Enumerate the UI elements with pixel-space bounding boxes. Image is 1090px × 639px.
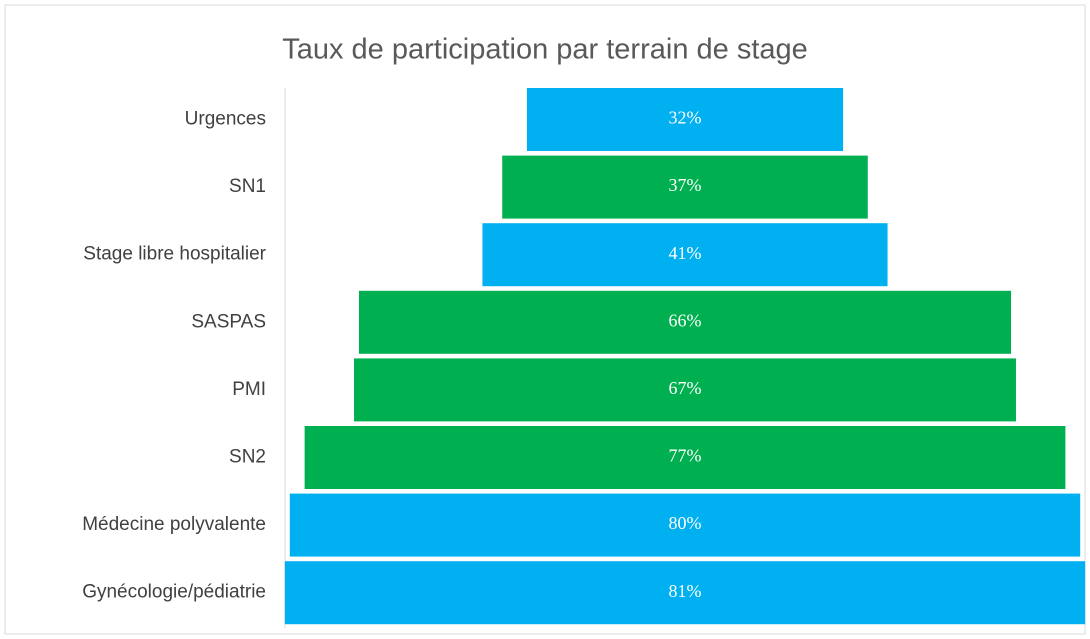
bar xyxy=(284,561,1086,625)
category-label: Stage libre hospitalier xyxy=(83,244,266,265)
value-label: 32% xyxy=(669,108,702,128)
bar xyxy=(526,88,844,151)
bar xyxy=(304,426,1066,489)
value-label: 67% xyxy=(669,378,702,398)
bar xyxy=(354,358,1016,422)
value-label: 37% xyxy=(669,175,702,195)
category-label: Urgences xyxy=(185,109,266,130)
category-label: SASPAS xyxy=(191,311,266,332)
category-label: SN1 xyxy=(229,176,266,197)
bar xyxy=(358,290,1012,354)
bar xyxy=(502,155,868,219)
category-label: Gynécologie/pédiatrie xyxy=(82,582,266,603)
category-label: PMI xyxy=(232,379,266,400)
value-label: 77% xyxy=(669,446,702,466)
value-label: 41% xyxy=(669,243,702,263)
bar xyxy=(482,223,888,287)
value-label: 80% xyxy=(669,513,702,533)
value-label: 81% xyxy=(669,581,702,601)
value-label: 66% xyxy=(669,310,702,330)
bar xyxy=(289,493,1081,557)
category-label: SN2 xyxy=(229,447,266,468)
category-label: Médecine polyvalente xyxy=(82,514,266,535)
chart-title: Taux de participation par terrain de sta… xyxy=(282,34,808,66)
